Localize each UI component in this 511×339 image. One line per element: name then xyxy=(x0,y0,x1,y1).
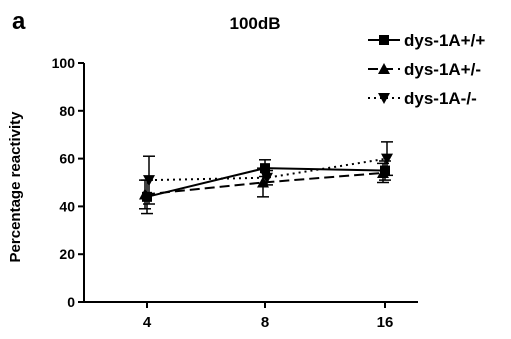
data-point xyxy=(139,188,151,200)
data-point xyxy=(143,175,155,187)
panel-label: a xyxy=(12,8,26,35)
legend-marker xyxy=(379,35,389,45)
x-tick-label: 8 xyxy=(261,314,269,331)
x-tick-label: 16 xyxy=(377,314,394,331)
data-point xyxy=(380,165,390,176)
legend: dys-1A+/+ dys-1A+/- dys-1A-/- xyxy=(368,31,485,108)
series-line xyxy=(144,171,384,196)
legend-label: dys-1A-/- xyxy=(404,89,477,108)
chart-title: 100dB xyxy=(229,14,280,33)
y-tick-label: 20 xyxy=(59,246,75,262)
x-tick-label: 4 xyxy=(143,314,152,331)
legend-item-2: dys-1A-/- xyxy=(368,89,477,108)
data-point xyxy=(261,172,273,184)
series-2 xyxy=(143,141,393,205)
y-tick-label: 80 xyxy=(59,103,75,119)
series-layer xyxy=(139,141,393,215)
legend-marker xyxy=(378,93,390,104)
y-tick-label: 40 xyxy=(59,198,75,214)
legend-label: dys-1A+/- xyxy=(404,60,481,79)
legend-marker xyxy=(378,63,390,74)
y-tick-label: 0 xyxy=(67,294,75,310)
data-point xyxy=(381,153,393,165)
series-line xyxy=(148,157,388,182)
legend-label: dys-1A+/+ xyxy=(404,31,485,50)
legend-item-0: dys-1A+/+ xyxy=(368,31,485,50)
axes: 0 20 40 60 80 100 4 8 16 xyxy=(52,55,418,331)
legend-item-1: dys-1A+/- xyxy=(368,60,481,79)
y-axis-label: Percentage reactivity xyxy=(7,111,24,263)
y-tick-label: 60 xyxy=(59,151,75,167)
y-tick-label: 100 xyxy=(52,55,76,71)
